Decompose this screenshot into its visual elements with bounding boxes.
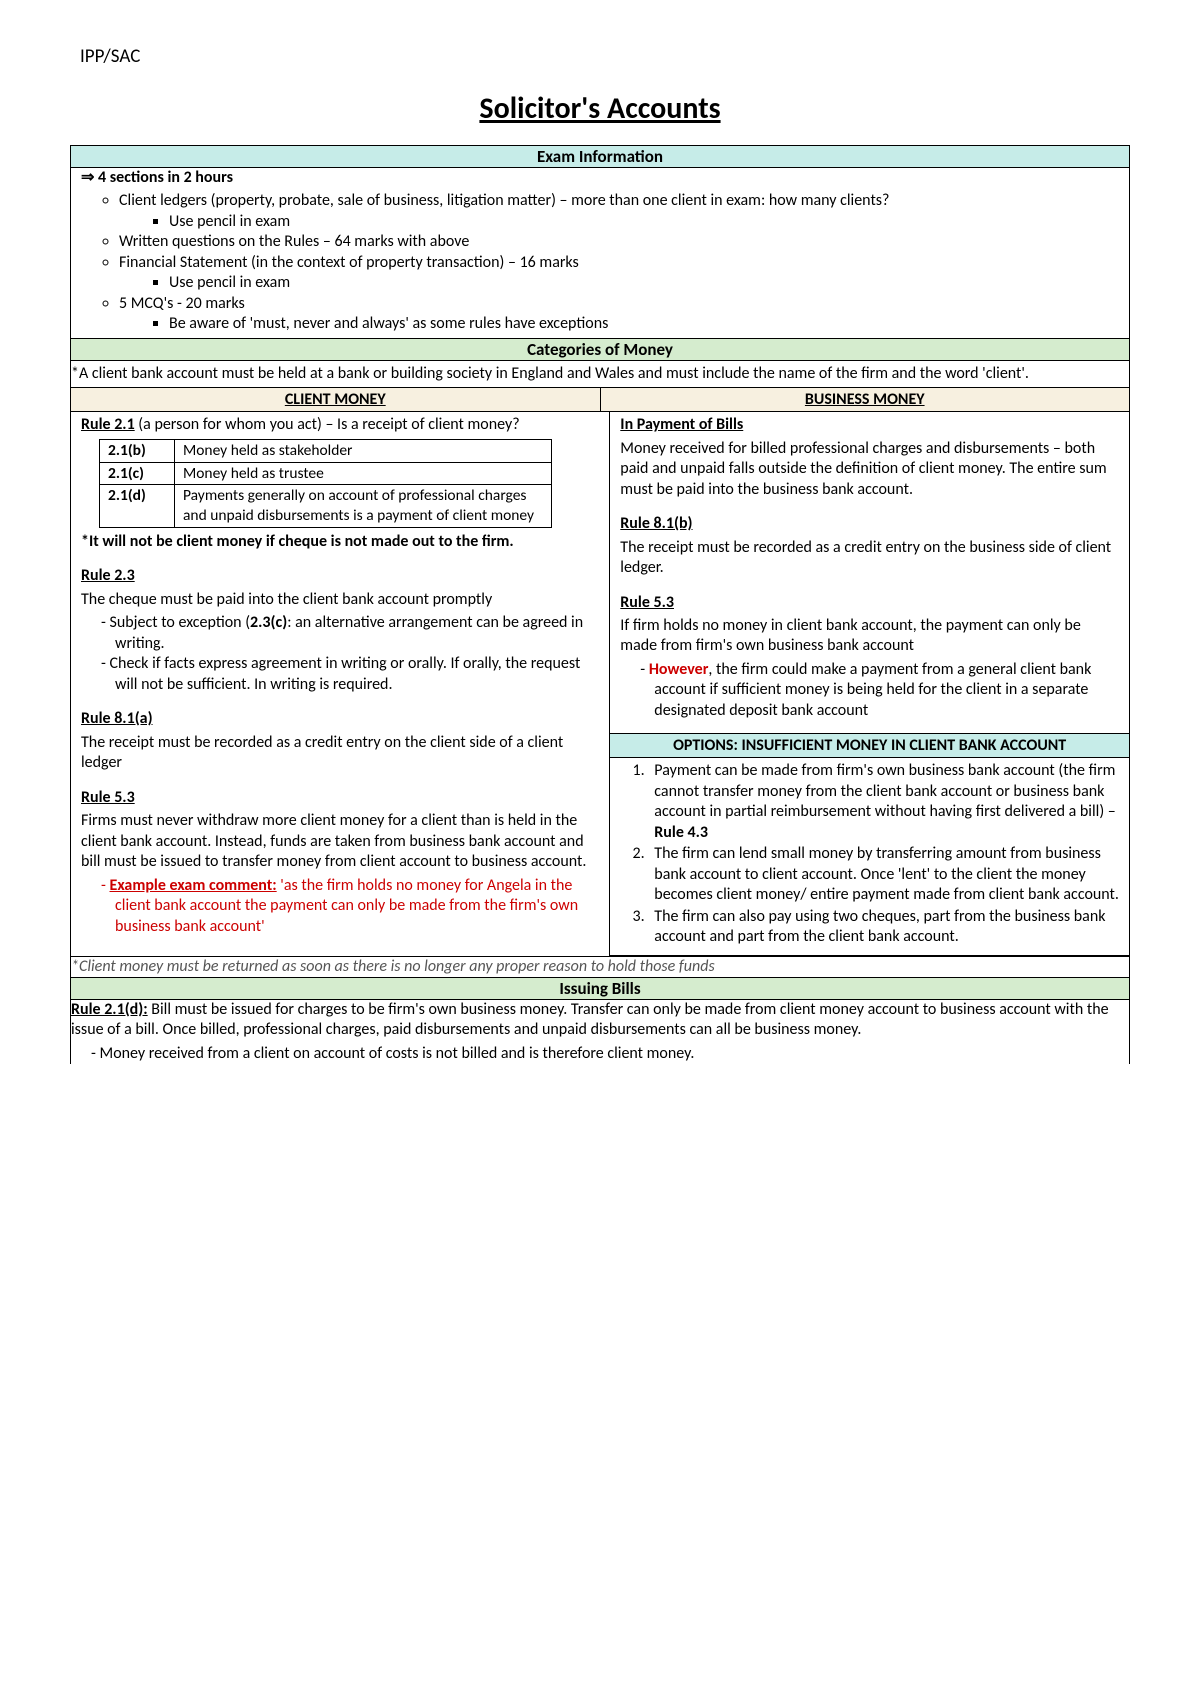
- rule-2-1d: Rule 2.1(d): Bill must be issued for cha…: [71, 1000, 1129, 1041]
- exam-item-3a: Use pencil in exam: [169, 273, 1129, 293]
- options-heading: OPTIONS: INSUFFICIENT MONEY IN CLIENT BA…: [610, 734, 1129, 758]
- exam-lead: 4 sections in 2 hours: [81, 168, 1129, 188]
- exam-item-2: Written questions on the Rules – 64 mark…: [119, 232, 1129, 252]
- exam-item-3: Financial Statement (in the context of p…: [119, 253, 1129, 273]
- rule-5-3-right-list: However, the firm could make a payment f…: [620, 660, 1119, 721]
- options-list: Payment can be made from firm's own busi…: [620, 761, 1119, 947]
- example-comment: Example exam comment: 'as the firm holds…: [81, 876, 599, 937]
- categories-body: Rule 2.1 (a person for whom you act) – I…: [71, 412, 1130, 956]
- option-3: The firm can also pay using two cheques,…: [648, 907, 1119, 948]
- rule-2-3-text: The cheque must be paid into the client …: [81, 590, 599, 610]
- exam-item-1: Client ledgers (property, probate, sale …: [119, 191, 1129, 211]
- options-box: OPTIONS: INSUFFICIENT MONEY IN CLIENT BA…: [610, 733, 1129, 955]
- exam-item-1a: Use pencil in exam: [169, 212, 1129, 232]
- pay-bills-text: Money received for billed professional c…: [620, 439, 1119, 500]
- rule-5-3-right-head: Rule 5.3: [620, 593, 1119, 613]
- main-table: Exam Information 4 sections in 2 hours C…: [70, 145, 1130, 1064]
- exam-info-body: 4 sections in 2 hours Client ledgers (pr…: [71, 168, 1130, 339]
- bills-item-1: Money received from a client on account …: [105, 1044, 1129, 1064]
- pay-bills-head: In Payment of Bills: [620, 415, 1119, 435]
- option-2: The firm can lend small money by transfe…: [648, 844, 1119, 905]
- exam-item-4: 5 MCQ's - 20 marks: [119, 294, 1129, 314]
- categories-heading: Categories of Money: [71, 338, 1130, 360]
- rule-2-1-table: 2.1(b)Money held as stakeholder 2.1(c)Mo…: [99, 439, 552, 528]
- categories-col-heads: CLIENT MONEY BUSINESS MONEY: [71, 388, 1130, 412]
- categories-footer: *Client money must be returned as soon a…: [71, 956, 1130, 977]
- rule-2-3-list: Subject to exception (2.3(c): an alterna…: [81, 613, 599, 695]
- r21c-code: 2.1(c): [100, 462, 175, 485]
- option-1: Payment can be made from firm's own busi…: [648, 761, 1119, 843]
- bills-body: Rule 2.1(d): Bill must be issued for cha…: [71, 1000, 1130, 1065]
- rule-5-3-left-head: Rule 5.3: [81, 788, 599, 808]
- client-money-col: Rule 2.1 (a person for whom you act) – I…: [71, 412, 610, 955]
- r21c-text: Money held as trustee: [175, 462, 552, 485]
- rule-2-1: Rule 2.1 (a person for whom you act) – I…: [81, 415, 599, 435]
- rule-8-1b-head: Rule 8.1(b): [620, 514, 1119, 534]
- rule-8-1b-text: The receipt must be recorded as a credit…: [620, 538, 1119, 579]
- business-money-col: In Payment of Bills Money received for b…: [610, 412, 1129, 955]
- page-title: Solicitor's Accounts: [70, 90, 1130, 127]
- r21d-code: 2.1(d): [100, 485, 175, 528]
- rule-8-1a-text: The receipt must be recorded as a credit…: [81, 733, 599, 774]
- r21b-text: Money held as stakeholder: [175, 439, 552, 462]
- rule-2-3-head: Rule 2.3: [81, 566, 599, 586]
- rule-5-3-left-text: Firms must never withdraw more client mo…: [81, 811, 599, 872]
- bills-heading: Issuing Bills: [71, 978, 1130, 1000]
- rule-2-3-b: Check if facts express agreement in writ…: [115, 654, 599, 695]
- rule-5-3-right-text1: If firm holds no money in client bank ac…: [620, 616, 1119, 657]
- r21b-code: 2.1(b): [100, 439, 175, 462]
- exam-item-4a: Be aware of 'must, never and always' as …: [169, 314, 1129, 334]
- bills-list: Money received from a client on account …: [71, 1044, 1129, 1064]
- page-header: IPP/SAC: [80, 45, 1130, 68]
- categories-note: *A client bank account must be held at a…: [71, 360, 1130, 387]
- rule-8-1a-head: Rule 8.1(a): [81, 709, 599, 729]
- business-money-head: BUSINESS MONEY: [600, 388, 1129, 411]
- client-money-head: CLIENT MONEY: [71, 388, 600, 411]
- exam-list: Client ledgers (property, probate, sale …: [71, 191, 1129, 334]
- client-note-1: *It will not be client money if cheque i…: [81, 532, 599, 552]
- page: IPP/SAC Solicitor's Accounts Exam Inform…: [0, 0, 1200, 1698]
- r21d-text: Payments generally on account of profess…: [175, 485, 552, 528]
- rule-2-3-a: Subject to exception (2.3(c): an alterna…: [115, 613, 599, 654]
- exam-info-heading: Exam Information: [71, 146, 1130, 168]
